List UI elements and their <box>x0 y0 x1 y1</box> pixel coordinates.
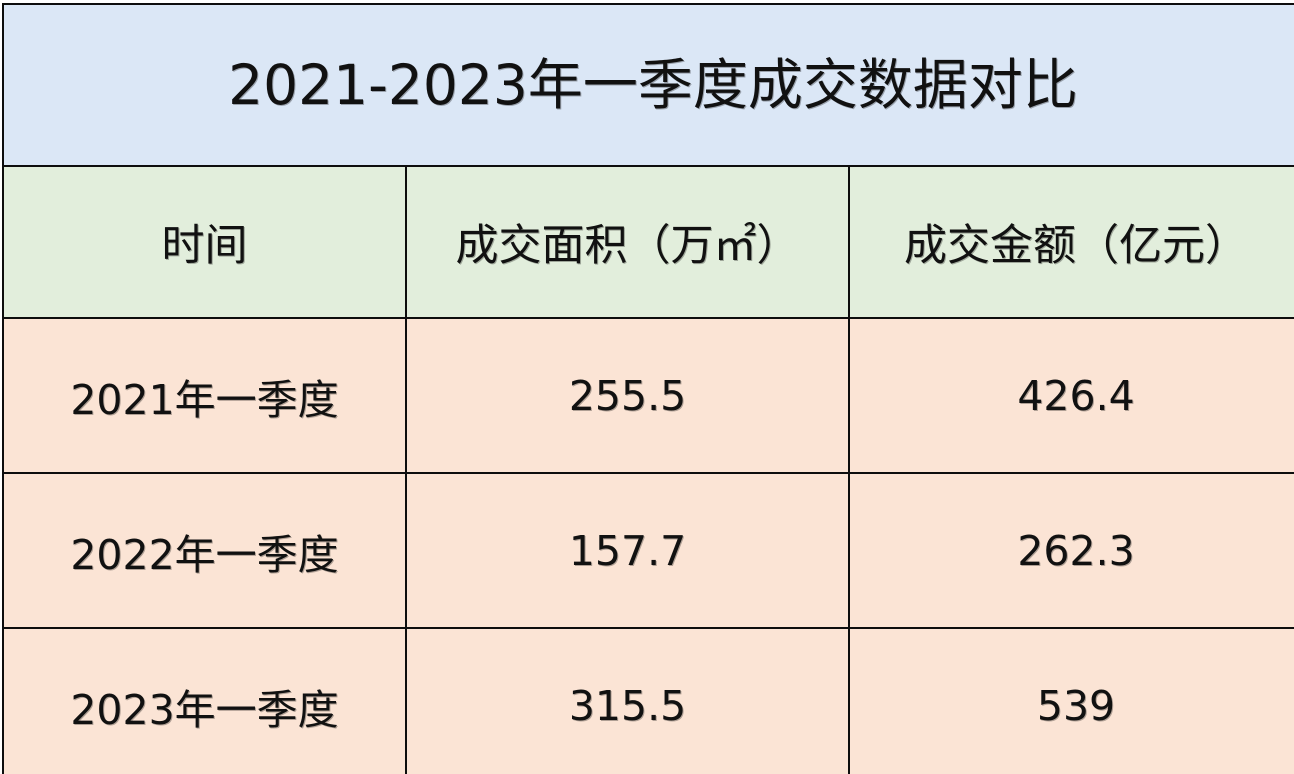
cell-area: 315.5 <box>405 627 850 774</box>
cell-amount: 426.4 <box>847 317 1294 474</box>
column-header-amount-label: 成交金额（亿元） <box>904 221 1249 271</box>
column-header-area-label-main: 成交面积（万 <box>455 221 714 271</box>
cell-area-value: 255.5 <box>568 371 687 420</box>
column-header-area: 成交面积（万㎡） <box>405 165 850 319</box>
column-header-time-label: 时间 <box>161 221 248 271</box>
cell-area-value: 315.5 <box>568 682 687 730</box>
table-row: 2021年一季度 255.5 426.4 <box>2 317 1294 474</box>
cell-area-value: 157.7 <box>568 526 687 575</box>
column-header-amount: 成交金额（亿元） <box>847 165 1294 319</box>
cell-time-value: 2023年一季度 <box>70 686 339 734</box>
cell-time: 2022年一季度 <box>2 472 407 629</box>
table-title-row: 2021-2023年一季度成交数据对比 <box>1 3 1294 167</box>
cell-time: 2021年一季度 <box>2 317 407 474</box>
table-row: 2023年一季度 315.5 539 <box>2 627 1294 774</box>
cell-amount-value: 539 <box>1036 682 1116 730</box>
cell-amount-value: 262.3 <box>1017 526 1135 575</box>
column-header-area-label-tail: ） <box>756 221 800 271</box>
cell-amount: 262.3 <box>847 472 1294 629</box>
cell-time-value: 2022年一季度 <box>70 530 339 579</box>
cell-amount: 539 <box>847 627 1294 774</box>
page-title: 2021-2023年一季度成交数据对比 <box>1 3 1294 167</box>
cell-area: 255.5 <box>405 317 850 474</box>
comparison-table: 2021-2023年一季度成交数据对比 时间 成交面积（万㎡） 成交金额（亿元）… <box>1 3 1294 774</box>
table-header-row: 时间 成交面积（万㎡） 成交金额（亿元） <box>2 165 1294 319</box>
cell-amount-value: 426.4 <box>1017 371 1135 420</box>
column-header-time: 时间 <box>2 165 407 319</box>
table-row: 2022年一季度 157.7 262.3 <box>2 472 1294 629</box>
cell-time: 2023年一季度 <box>2 627 407 774</box>
cell-area: 157.7 <box>405 472 850 629</box>
column-header-area-unit: ㎡ <box>713 221 757 271</box>
cell-time-value: 2021年一季度 <box>70 375 339 424</box>
